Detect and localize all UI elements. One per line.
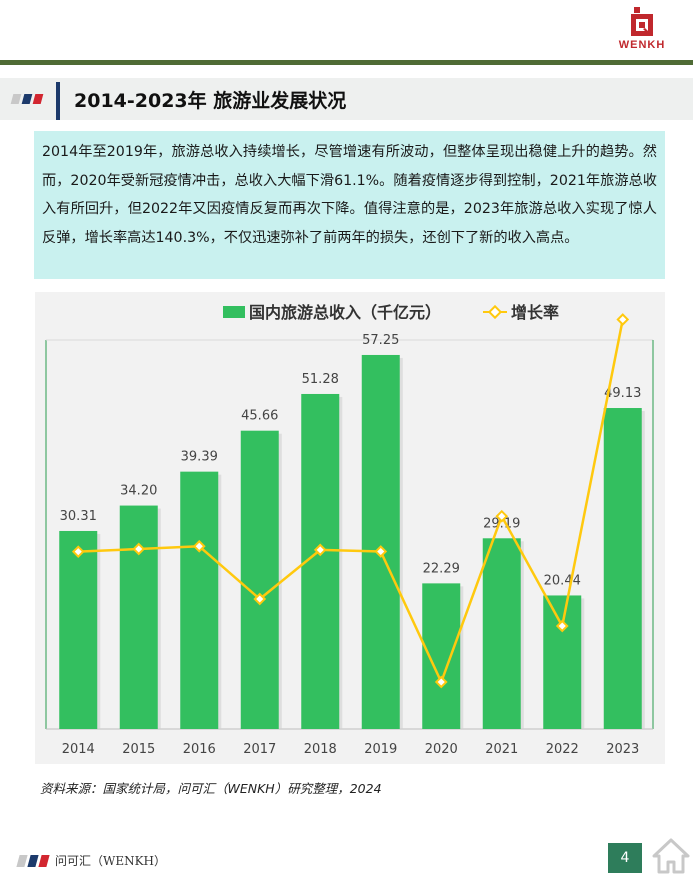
growth-marker-2020 (434, 675, 448, 689)
x-tick-label: 2018 (304, 742, 337, 757)
bar-2015 (119, 505, 158, 729)
section-header: 2014-2023年 旅游业发展状况 (0, 78, 693, 120)
x-tick-label: 2021 (485, 742, 518, 757)
growth-marker-2018 (313, 543, 327, 557)
bar-2019 (361, 354, 400, 729)
x-tick-label: 2020 (425, 742, 458, 757)
home-icon[interactable] (652, 836, 690, 874)
bar-2021 (482, 538, 521, 729)
bar-2023 (603, 408, 642, 729)
x-tick-label: 2019 (364, 742, 397, 757)
bar-value-label: 22.29 (423, 561, 460, 576)
growth-marker-2017 (253, 592, 267, 606)
header-rule (0, 60, 693, 65)
bar-value-label: 49.13 (604, 386, 641, 401)
growth-marker-2021 (495, 509, 509, 523)
bar-value-label: 39.39 (181, 450, 218, 465)
x-tick-label: 2023 (606, 742, 639, 757)
page-number: 4 (608, 843, 642, 873)
logo-text: WENKH (618, 39, 666, 51)
x-tick-label: 2016 (183, 742, 216, 757)
growth-marker-2019 (374, 545, 388, 558)
legend-bar-label: 国内旅游总收入（千亿元） (249, 303, 441, 322)
x-tick-label: 2015 (122, 742, 155, 757)
bar-value-label: 45.66 (241, 409, 278, 424)
bar-2017 (240, 430, 279, 729)
section-title: 2014-2023年 旅游业发展状况 (74, 90, 347, 112)
growth-marker-2023 (616, 313, 630, 326)
brand-logo: WENKH (609, 4, 675, 60)
bar-value-label: 20.44 (544, 573, 581, 588)
legend-line-label: 增长率 (511, 303, 559, 322)
summary-text: 2014年至2019年，旅游总收入持续增长，尽管增速有所波动，但整体呈现出稳健上… (42, 144, 657, 246)
x-tick-label: 2014 (62, 742, 95, 757)
bar-value-label: 57.25 (362, 333, 399, 348)
section-divider (56, 82, 60, 120)
legend-line-marker (487, 304, 503, 320)
growth-marker-2015 (132, 542, 146, 556)
summary-box: 2014年至2019年，旅游总收入持续增长，尽管增速有所波动，但整体呈现出稳健上… (34, 131, 665, 279)
bar-value-label: 30.31 (60, 509, 97, 524)
growth-line (78, 319, 624, 684)
bar-2016 (180, 471, 219, 729)
bar-2014 (59, 530, 98, 729)
growth-marker-2016 (192, 539, 206, 553)
growth-marker-2022 (555, 619, 569, 633)
chart-container: 国内旅游总收入（千亿元） 增长率 30.31 2014 34.20 2015 39.39 20… (35, 292, 665, 764)
bar-value-label: 34.20 (120, 484, 157, 499)
growth-marker-2014 (71, 545, 85, 559)
x-tick-label: 2017 (243, 742, 276, 757)
legend-bar-swatch (223, 306, 245, 318)
source-note: 资料来源：国家统计局，问可汇（WENKH）研究整理，2024 (40, 781, 382, 796)
x-tick-label: 2022 (546, 742, 579, 757)
bar-value-label: 29.19 (483, 516, 520, 531)
bar-value-label: 51.28 (302, 372, 339, 387)
bar-2022 (543, 595, 582, 729)
footer-brand: 问可汇（WENKH） (55, 854, 167, 868)
logo-mark-icon (631, 7, 653, 36)
revenue-growth-chart: 国内旅游总收入（千亿元） 增长率 30.31 2014 34.20 2015 39.39 20… (45, 303, 654, 757)
